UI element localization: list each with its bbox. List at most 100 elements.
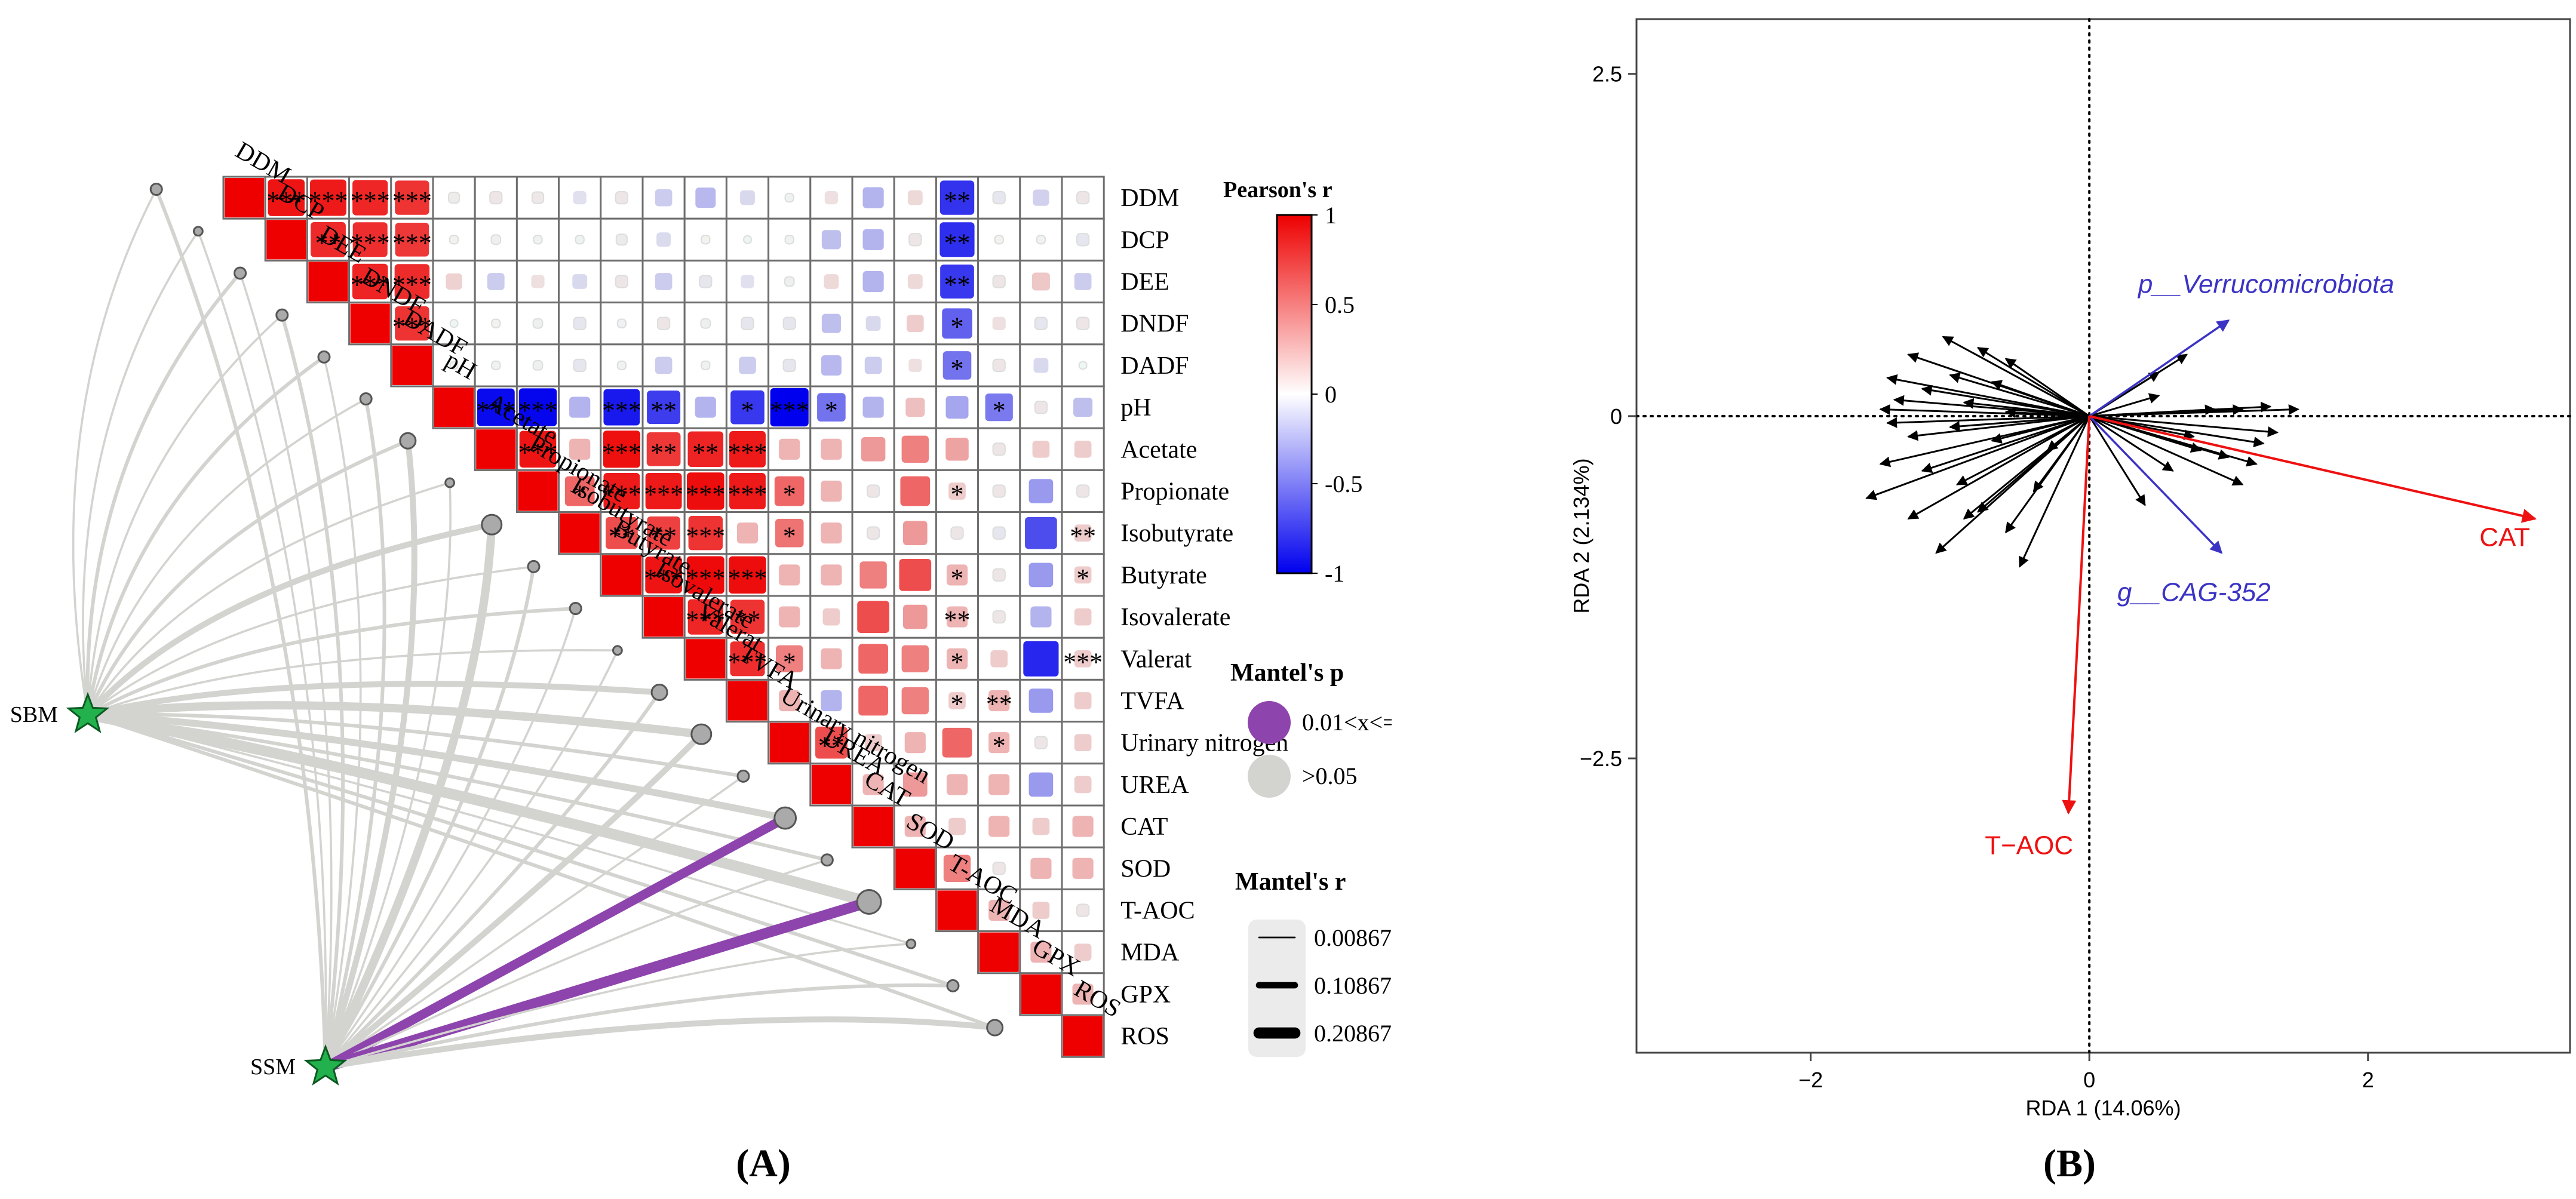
heatmap-square: [695, 396, 716, 418]
heatmap-square: [770, 388, 809, 427]
x-axis-label: RDA 1 (14.06%): [2025, 1096, 2181, 1120]
species-arrow: [1879, 415, 2090, 468]
colorbar: [1276, 214, 1313, 574]
taxon-label: p__Verrucomicrobiota: [2137, 270, 2394, 299]
heatmap-square: [687, 472, 724, 510]
heatmap-square: [864, 356, 882, 374]
mantel-link: [324, 859, 828, 1068]
heatmap-square: [700, 318, 711, 329]
mantel-endpoint: [612, 645, 623, 656]
species-arrow: [1921, 385, 2090, 417]
heatmap-square: [729, 473, 766, 509]
species-arrow: [2088, 416, 2146, 506]
heatmap-diagonal: [601, 555, 641, 595]
mantel-link: [324, 564, 536, 1069]
heatmap-square: [572, 274, 588, 289]
heatmap-square: [821, 355, 842, 376]
heatmap-square: [1074, 524, 1092, 542]
species-arrow: [2089, 393, 2160, 417]
mantel-link: [197, 230, 327, 1068]
heatmap-square: [310, 179, 346, 216]
significance-stars: ***: [476, 396, 515, 425]
heatmap-square: [866, 484, 880, 498]
heatmap-square: [901, 687, 929, 715]
mantel-r-label: 0.208672299: [1314, 1020, 1392, 1047]
species-arrow: [1907, 415, 2090, 441]
heatmap-square: [821, 690, 842, 712]
mantel-link: [324, 607, 577, 1068]
heatmap-square: [1033, 358, 1049, 373]
row-label: T-AOC: [1120, 897, 1195, 925]
ssm-label: SSM: [250, 1054, 296, 1080]
heatmap-square: [904, 732, 926, 754]
mantel-links: [72, 183, 1004, 1072]
significance-stars: **: [1070, 522, 1096, 551]
species-arrow: [2019, 416, 2090, 568]
heatmap-square: [946, 774, 968, 795]
heatmap-square: [1031, 272, 1050, 291]
species-arrow: [1942, 336, 2090, 417]
significance-stars: ***: [392, 186, 432, 216]
heatmap-square: [862, 187, 884, 208]
env-label: CAT: [2479, 523, 2530, 552]
heatmap-square: [948, 817, 966, 835]
mantel-link: [324, 983, 955, 1069]
heatmap-square: [992, 862, 1006, 875]
colorbar-tick-label: -0.5: [1325, 471, 1362, 497]
heatmap-square: [946, 564, 968, 586]
heatmap-square: [1074, 943, 1092, 961]
heatmap-diagonal: [727, 681, 767, 721]
heatmap-square: [858, 685, 888, 716]
heatmap-square: [821, 522, 842, 544]
species-arrow: [1907, 415, 2090, 520]
significance-stars: **: [818, 731, 845, 761]
mantel-p-swatch-significant: [1248, 701, 1291, 744]
heatmap-square: [531, 191, 545, 204]
species-arrow: [1886, 415, 2090, 428]
heatmap-square: [1074, 692, 1092, 709]
heatmap-square: [857, 601, 889, 633]
mantel-link: [321, 520, 496, 1071]
mantel-link: [323, 1016, 998, 1070]
mantel-endpoint: [359, 392, 373, 406]
heatmap-square: [940, 265, 974, 299]
row-label: DADF: [1120, 352, 1189, 380]
heatmap-square: [988, 732, 1010, 754]
heatmap-square: [902, 521, 928, 546]
heatmap-square: [647, 391, 681, 425]
heatmap-cells: *** *** *** *** **** *** *** ***** *** ***** *****…: [222, 176, 1105, 1058]
heatmap-square: [817, 393, 846, 422]
heatmap-square: [990, 650, 1008, 668]
mantel-link: [84, 701, 706, 739]
heatmap-cell-frame: [641, 176, 686, 220]
species-arrow: [2046, 415, 2090, 451]
mantel-link: [86, 439, 410, 717]
heatmap-square: [573, 190, 587, 205]
heatmap-square: [821, 480, 842, 502]
heatmap-square: [352, 222, 388, 257]
heatmap-square: [1030, 606, 1052, 628]
taxon-arrow: [2088, 415, 2223, 554]
mantel-link: [324, 649, 619, 1068]
mantel-endpoint: [820, 853, 834, 867]
mantel-endpoint: [905, 938, 917, 949]
significance-stars: **: [944, 605, 971, 635]
significance-stars: **: [735, 605, 761, 635]
heatmap-square: [782, 316, 796, 330]
mantel-p-swatch-nonsignificant: [1248, 755, 1291, 798]
mantel-endpoint: [234, 266, 247, 280]
heatmap-square: [615, 190, 629, 205]
significance-stars: *: [993, 731, 1006, 761]
heatmap-square: [740, 190, 755, 205]
heatmap-square: [615, 233, 628, 246]
mantel-endpoint: [736, 769, 750, 783]
heatmap-square: [815, 726, 848, 759]
heatmap-square: [824, 274, 839, 289]
significance-stars: *: [951, 312, 964, 342]
mantel-link: [324, 942, 913, 1068]
heatmap-square: [477, 388, 515, 426]
heatmap-square: [616, 318, 627, 328]
heatmap-square: [532, 360, 544, 371]
row-label: MDA: [1120, 939, 1180, 967]
heatmap-square: [992, 275, 1006, 288]
